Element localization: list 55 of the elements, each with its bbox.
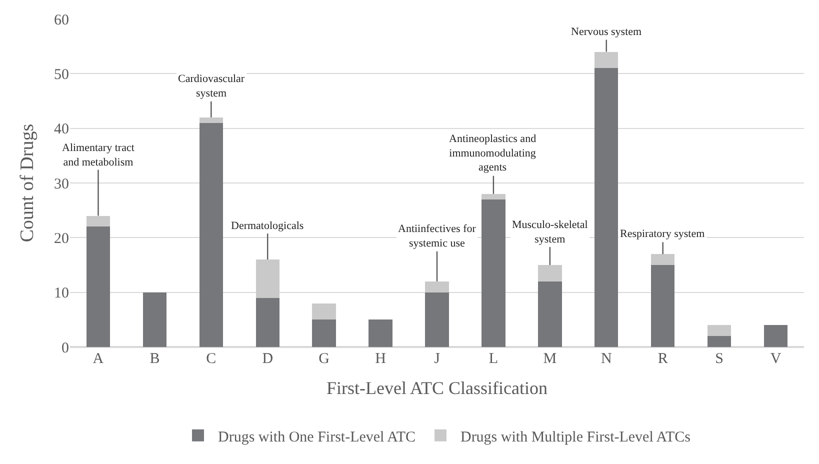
- bar: [86, 226, 110, 347]
- y-tick-label: 30: [54, 176, 69, 192]
- bar: [368, 320, 392, 347]
- bar: [482, 199, 506, 347]
- x-tick-label: G: [318, 351, 330, 367]
- annotation: Cardiovascular system: [178, 73, 245, 100]
- bar: [538, 265, 562, 282]
- x-tick-label: D: [262, 351, 274, 367]
- annotation: Dermatologicals: [231, 220, 304, 232]
- y-tick-label: 0: [62, 340, 69, 356]
- x-tick-label: N: [600, 351, 612, 367]
- annotation: Antineoplastics and immunomodulating agents: [449, 133, 537, 174]
- bar: [538, 281, 562, 347]
- annotation: Respiratory system: [620, 228, 706, 240]
- bar: [256, 298, 280, 347]
- x-tick-label: C: [206, 351, 216, 367]
- bar: [425, 292, 449, 347]
- bar: [707, 336, 732, 347]
- y-tick-label: 20: [54, 230, 69, 247]
- legend-label: Drugs with One First-Level ATC: [218, 429, 416, 446]
- annotation: Musculo-skeletal system: [512, 219, 588, 246]
- bar: [594, 68, 618, 347]
- bar: [312, 303, 336, 320]
- x-tick-label: H: [375, 351, 386, 367]
- x-tick-label: B: [150, 351, 160, 367]
- annotation: Alimentary tract and metabolism: [62, 142, 134, 168]
- y-tick-label: 40: [54, 122, 69, 138]
- y-tick-label: 10: [54, 286, 69, 302]
- x-axis-title: First-Level ATC Classification: [326, 378, 548, 398]
- bar: [482, 194, 506, 200]
- y-tick-label: 50: [54, 66, 69, 83]
- x-tick-label: R: [658, 351, 668, 367]
- bar: [256, 260, 280, 298]
- annotation: Nervous system: [571, 26, 642, 38]
- y-tick-label: 60: [54, 12, 69, 28]
- y-axis-title: Count of Drugs: [16, 124, 38, 242]
- legend-label: Drugs with Multiple First-Level ATCs: [460, 429, 691, 446]
- x-tick-label: L: [488, 351, 498, 367]
- x-tick-label: M: [543, 351, 557, 367]
- bar: [594, 52, 618, 68]
- bar: [650, 254, 675, 265]
- bar: [142, 292, 167, 347]
- bar: [199, 117, 224, 123]
- bar: [650, 265, 675, 347]
- bar: [199, 122, 224, 347]
- bar: [425, 281, 449, 292]
- bar: [764, 325, 788, 347]
- bar: [86, 216, 110, 227]
- x-tick-label: V: [770, 351, 782, 367]
- annotation: Antiinfectives for systemic use: [398, 223, 476, 250]
- x-tick-label: J: [434, 351, 440, 367]
- bar: [707, 325, 732, 336]
- x-tick-label: S: [715, 351, 724, 367]
- x-tick-label: A: [92, 351, 104, 367]
- bar: [312, 320, 336, 347]
